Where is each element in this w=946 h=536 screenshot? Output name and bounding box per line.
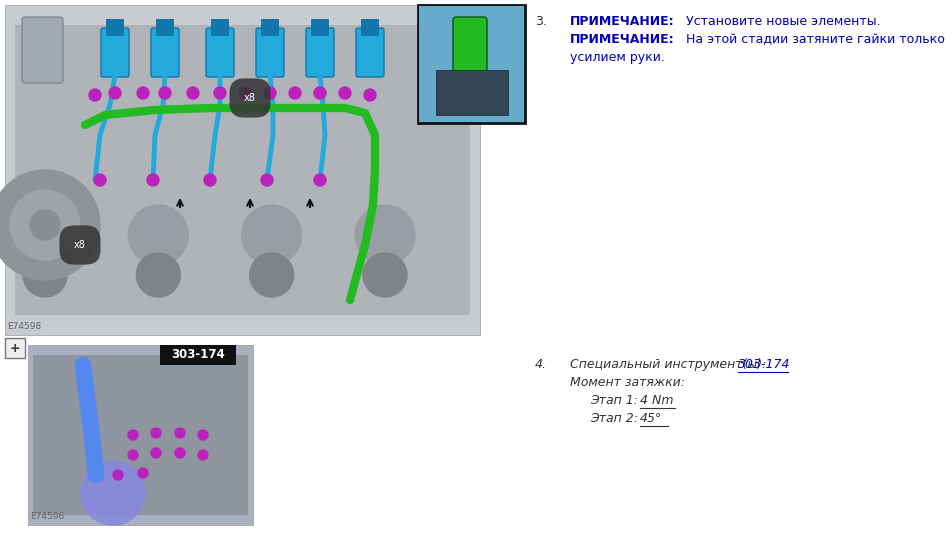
Text: 303-174: 303-174 (171, 348, 225, 361)
FancyBboxPatch shape (28, 345, 253, 525)
Text: +: + (9, 341, 20, 354)
Text: На этой стадии затяните гайки только: На этой стадии затяните гайки только (682, 33, 945, 46)
Circle shape (314, 174, 326, 186)
Circle shape (94, 174, 106, 186)
Circle shape (137, 87, 149, 99)
FancyBboxPatch shape (15, 25, 470, 315)
Text: Установите новые элементы.: Установите новые элементы. (682, 15, 881, 28)
FancyBboxPatch shape (361, 19, 379, 36)
FancyBboxPatch shape (418, 5, 525, 123)
FancyBboxPatch shape (160, 345, 236, 365)
Text: усилием руки.: усилием руки. (570, 51, 665, 64)
Circle shape (339, 87, 351, 99)
Circle shape (264, 87, 276, 99)
Circle shape (363, 253, 407, 297)
Circle shape (198, 430, 208, 440)
Circle shape (129, 205, 188, 265)
Text: 303-174: 303-174 (738, 358, 791, 371)
FancyBboxPatch shape (33, 355, 248, 515)
Text: ПРИМЕЧАНИЕ:: ПРИМЕЧАНИЕ: (570, 33, 674, 46)
Circle shape (241, 205, 302, 265)
FancyBboxPatch shape (211, 19, 229, 36)
Text: Этап 1:: Этап 1: (590, 394, 642, 407)
Circle shape (364, 89, 376, 101)
Circle shape (314, 87, 326, 99)
Circle shape (355, 205, 415, 265)
FancyBboxPatch shape (22, 17, 63, 83)
Circle shape (261, 174, 273, 186)
FancyBboxPatch shape (106, 19, 124, 36)
Circle shape (23, 253, 67, 297)
Text: E74596: E74596 (30, 512, 64, 521)
FancyBboxPatch shape (419, 6, 524, 122)
Circle shape (15, 205, 75, 265)
Text: 4.: 4. (535, 358, 547, 371)
Circle shape (175, 428, 185, 438)
Circle shape (113, 470, 123, 480)
Text: x8: x8 (244, 93, 256, 103)
FancyBboxPatch shape (311, 19, 329, 36)
Text: Момент затяжки:: Момент затяжки: (570, 376, 685, 389)
FancyBboxPatch shape (5, 5, 480, 335)
FancyBboxPatch shape (101, 28, 129, 77)
Text: ПРИМЕЧАНИЕ:: ПРИМЕЧАНИЕ: (570, 15, 674, 28)
Circle shape (198, 450, 208, 460)
Circle shape (30, 210, 60, 240)
Circle shape (151, 448, 161, 458)
Circle shape (128, 430, 138, 440)
Circle shape (289, 87, 301, 99)
Circle shape (175, 448, 185, 458)
Circle shape (187, 87, 199, 99)
FancyBboxPatch shape (151, 28, 179, 77)
Text: 45°: 45° (640, 412, 662, 425)
FancyBboxPatch shape (206, 28, 234, 77)
FancyBboxPatch shape (356, 28, 384, 77)
FancyBboxPatch shape (5, 338, 25, 358)
FancyBboxPatch shape (453, 17, 487, 78)
Circle shape (151, 428, 161, 438)
Circle shape (159, 87, 171, 99)
Circle shape (128, 450, 138, 460)
Text: 3.: 3. (535, 15, 547, 28)
Circle shape (0, 170, 100, 280)
Text: x8: x8 (74, 240, 86, 250)
Circle shape (250, 253, 293, 297)
Text: Специальный инструмент(ы):: Специальный инструмент(ы): (570, 358, 770, 371)
Circle shape (136, 253, 181, 297)
FancyBboxPatch shape (156, 19, 174, 36)
Text: E74598: E74598 (7, 322, 42, 331)
Circle shape (10, 190, 80, 260)
Circle shape (138, 468, 148, 478)
Circle shape (204, 174, 216, 186)
Circle shape (147, 174, 159, 186)
FancyBboxPatch shape (256, 28, 284, 77)
Circle shape (109, 87, 121, 99)
Text: 4 Nm: 4 Nm (640, 394, 674, 407)
Circle shape (89, 89, 101, 101)
Circle shape (214, 87, 226, 99)
FancyBboxPatch shape (436, 70, 508, 115)
Circle shape (239, 87, 251, 99)
Circle shape (81, 461, 145, 525)
Text: Этап 2:: Этап 2: (590, 412, 642, 425)
FancyBboxPatch shape (306, 28, 334, 77)
FancyBboxPatch shape (261, 19, 279, 36)
